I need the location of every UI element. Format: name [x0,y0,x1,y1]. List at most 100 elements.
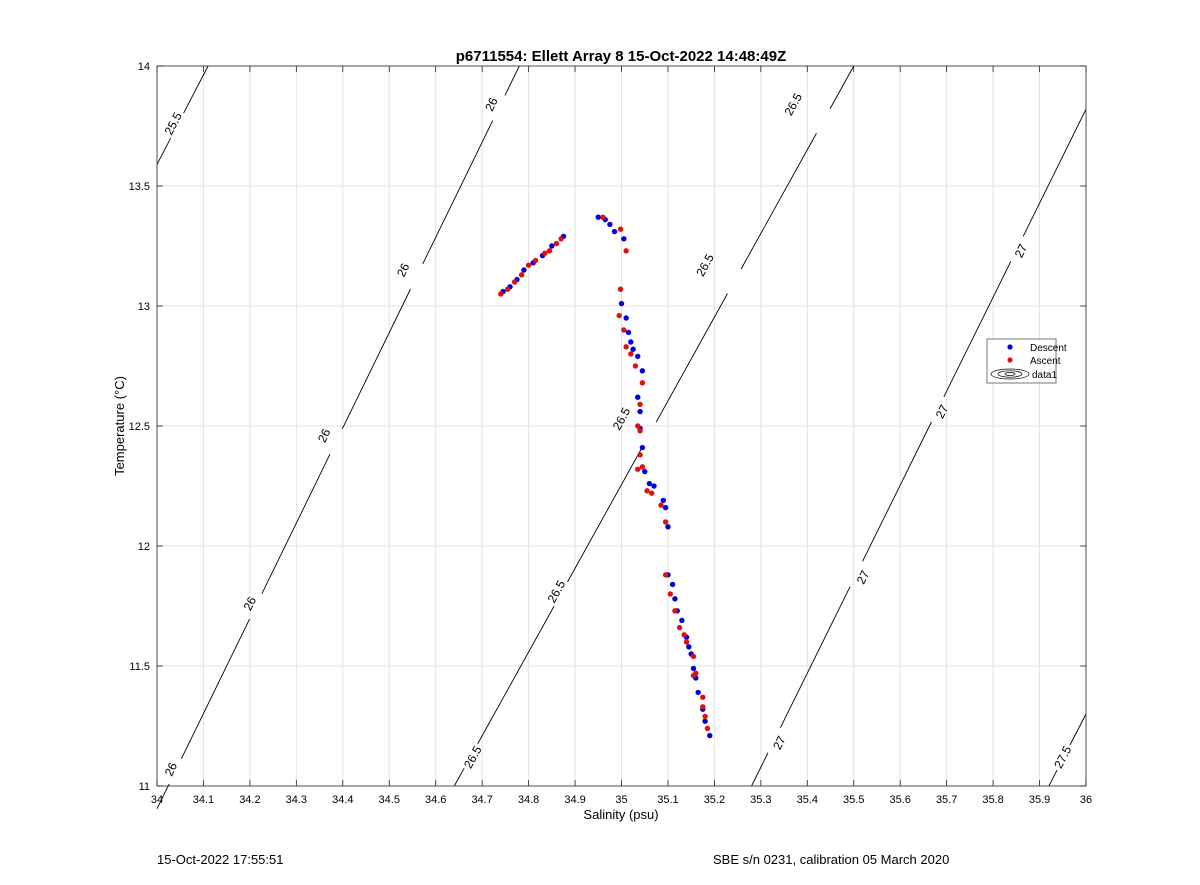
x-tick-label: 35.5 [843,794,864,806]
isopycnal-line [779,586,851,728]
ascent-point [637,428,643,434]
ascent-point [600,214,606,220]
isopycnal-line [183,65,209,114]
ascent-point [662,519,669,525]
ascent-point [511,279,518,285]
ascent-point [704,725,711,732]
legend-data1-label: data1 [1032,370,1057,381]
isopycnal-line [422,120,494,265]
descent-point [521,267,527,273]
ascent-point [623,248,629,254]
ascent-point [667,591,673,597]
isopycnal-line [862,421,932,562]
footer-timestamp: 15-Oct-2022 17:55:51 [157,852,284,867]
ascent-point [672,608,678,614]
descent-point [549,243,555,249]
isopycnal-label: 26.5 [782,91,806,119]
x-tick-label: 34.5 [379,794,400,806]
ascent-point [639,464,646,470]
grid [157,66,1086,786]
descent-point [646,480,653,487]
isopycnal-line [156,137,172,165]
x-tick-label: 36 [1080,794,1092,806]
x-tick-label: 34.1 [193,794,214,806]
x-tick-label: 35.3 [750,794,771,806]
ascent-point [628,351,634,357]
isopycnal-label: 27 [770,733,789,751]
isopycnal-label: 26 [315,426,334,444]
isopycnal-label: 27 [933,402,952,420]
isopycnal-line [181,618,250,759]
ascent-point [702,713,708,720]
descent-point [702,718,708,724]
y-tick-label: 11.5 [129,661,150,673]
isopycnal-label: 26 [482,95,501,113]
descent-point [635,394,641,400]
ascent-point [623,344,629,350]
ascent-point [532,257,539,264]
ascent-point [637,401,643,408]
x-tick-label: 35.1 [657,794,678,806]
ascent-point [676,624,683,631]
ascent-point [637,452,643,458]
isopycnal-label: 26.5 [610,405,634,433]
legend-ascent-label: Ascent [1030,356,1061,367]
isopycnal-label: 26.5 [461,743,485,771]
x-tick-label: 34.3 [286,794,307,806]
ascent-point [632,363,639,369]
isopycnal-line [655,293,728,423]
ascent-point [553,240,560,247]
isopycnal-label: 25.5 [162,110,185,137]
ascent-point [616,312,622,319]
isopycnal-line [829,65,855,109]
x-tick-label: 35.4 [797,794,818,806]
descent-point [607,221,613,228]
descent-point [651,483,657,489]
ascent-point [648,490,655,496]
isopycnal-line [740,133,817,270]
ascent-point [644,488,650,494]
isopycnal-line [943,261,1012,398]
descent-point [686,644,692,650]
x-tick-label: 34.4 [332,794,353,806]
isopycnal-line [341,288,411,430]
ascent-point [635,423,641,429]
ascent-point [700,694,706,700]
contour-icon [990,368,1030,380]
descent-point [660,497,667,504]
ascent-point [498,291,504,297]
y-tick-label: 13.5 [129,181,150,193]
descent-point [630,346,636,352]
descent-point [621,236,627,242]
legend: Descent Ascent data1 [986,338,1067,384]
density-contours: 25.5 26 26 26 26 26 26.5 26.5 26.5 26.5 26.5 27 27 27… [156,65,1087,809]
axis-ticks: 34 34.1 34.2 34.3 34.4 34.5 34.6 34.7 34.8 34.9 35… [129,61,1093,806]
footer-calibration: SBE s/n 0231, calibration 05 March 2020 [713,852,950,867]
ascent-point [658,502,664,508]
y-tick-label: 12 [138,541,150,553]
isopycnal-line [1069,713,1087,746]
ascent-point [621,327,627,333]
y-axis-label: Temperature (°C) [112,376,127,476]
ascent-point [558,236,564,242]
legend-descent-marker [1007,344,1013,350]
descent-point [672,596,678,602]
descent-point [625,329,632,336]
chart-title: p6711554: Ellett Array 8 15-Oct-2022 14:… [456,48,786,65]
ascent-point [542,250,548,256]
ascent-point [617,286,624,292]
descent-point [639,368,646,374]
descent-point [665,524,671,530]
isopycnal-label: 27.5 [1051,743,1074,770]
isopycnal-label: 27 [1012,241,1031,259]
isopycnal-label: 26.5 [545,578,569,606]
isopycnal-label: 26 [241,594,260,612]
ascent-point [504,286,511,292]
descent-point [637,408,643,415]
isopycnal-line [453,768,465,787]
legend-ascent-marker [1007,357,1013,363]
x-tick-label: 34.9 [564,794,585,806]
y-tick-label: 12.5 [129,421,150,433]
legend-box [986,338,1057,384]
isopycnal-line [751,752,769,787]
